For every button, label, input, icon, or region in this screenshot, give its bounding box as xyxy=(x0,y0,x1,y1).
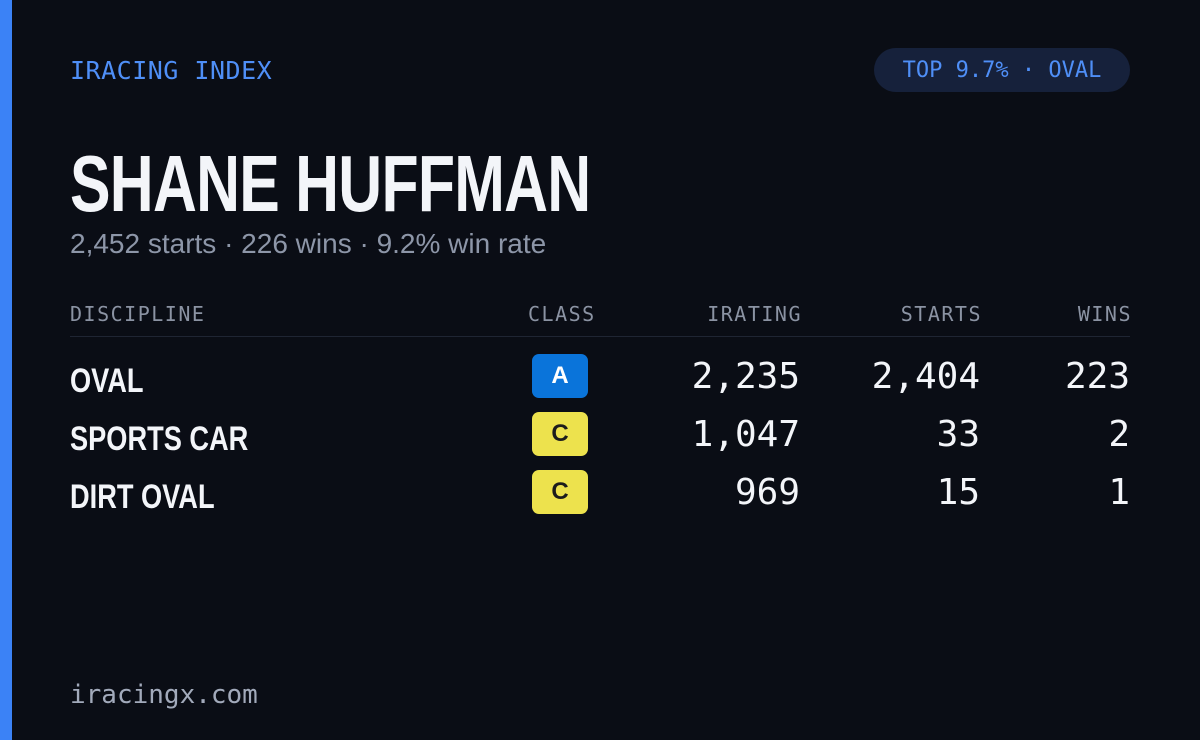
wins: 223 xyxy=(1064,356,1130,397)
rank-badge: TOP 9.7% · OVAL xyxy=(874,48,1130,92)
site-url: iracingx.com xyxy=(70,680,258,710)
discipline: DIRT OVAL xyxy=(70,478,215,516)
divider xyxy=(70,336,1130,337)
column-header: CLASS xyxy=(528,302,596,326)
driver-name: SHANE HUFFMAN xyxy=(70,139,591,228)
driver-summary: 2,452 starts · 226 wins · 9.2% win rate xyxy=(70,228,547,259)
discipline: OVAL xyxy=(70,362,144,400)
class-badge: C xyxy=(532,470,588,514)
wins: 2 xyxy=(1108,414,1130,455)
brand-label: IRACING INDEX xyxy=(70,56,273,85)
column-header: IRATING xyxy=(707,302,802,326)
irating: 969 xyxy=(734,472,800,513)
accent-stripe xyxy=(0,0,12,740)
class-badge: C xyxy=(532,412,588,456)
starts: 2,404 xyxy=(871,356,980,397)
column-header: DISCIPLINE xyxy=(70,302,206,326)
starts: 15 xyxy=(936,472,980,513)
irating: 2,235 xyxy=(691,356,800,397)
column-header: STARTS xyxy=(900,302,982,326)
discipline: SPORTS CAR xyxy=(70,420,249,458)
column-header: WINS xyxy=(1077,302,1132,326)
class-badge: A xyxy=(532,354,588,398)
wins: 1 xyxy=(1108,472,1130,513)
starts: 33 xyxy=(936,414,980,455)
irating: 1,047 xyxy=(691,414,800,455)
